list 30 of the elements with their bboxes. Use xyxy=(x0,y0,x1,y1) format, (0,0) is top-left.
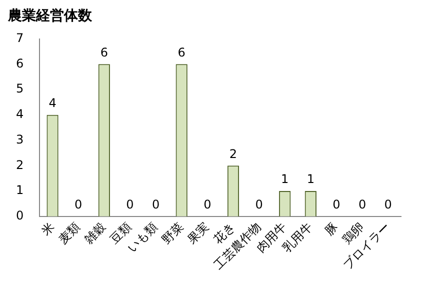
y-tick-label: 1 xyxy=(16,183,24,198)
y-tick-label: 5 xyxy=(16,82,24,96)
data-label: 0 xyxy=(204,198,212,212)
data-label: 0 xyxy=(255,198,263,212)
data-label: 1 xyxy=(281,172,289,186)
y-tick-label: 2 xyxy=(16,158,24,172)
y-tick-label: 6 xyxy=(16,56,24,70)
data-label: 6 xyxy=(100,45,108,60)
x-tick-label: 果実 xyxy=(184,220,212,247)
data-label: 0 xyxy=(358,198,366,212)
data-label: 1 xyxy=(306,172,314,186)
y-tick-label: 7 xyxy=(16,30,24,45)
y-tick-label: 4 xyxy=(16,107,24,122)
y-tick-label: 0 xyxy=(16,208,24,223)
x-tick-label: 米 xyxy=(38,220,57,238)
data-label: 0 xyxy=(332,198,340,212)
data-label: 4 xyxy=(48,96,56,110)
data-label: 0 xyxy=(152,198,160,212)
y-tick-label: 3 xyxy=(16,132,24,146)
x-tick-label: 豚 xyxy=(322,220,341,238)
x-tick-label: 豆類 xyxy=(107,220,134,247)
x-tick-label: 麦類 xyxy=(56,220,83,247)
data-label: 0 xyxy=(384,198,392,212)
data-label: 0 xyxy=(126,198,134,212)
data-label: 2 xyxy=(229,146,238,161)
data-label: 6 xyxy=(178,45,186,60)
x-tick-label: 雑穀 xyxy=(82,220,108,247)
x-tick-label: 野菜 xyxy=(159,220,186,247)
chart-title: 農業経営体数 xyxy=(7,8,93,24)
data-label: 0 xyxy=(74,198,82,212)
